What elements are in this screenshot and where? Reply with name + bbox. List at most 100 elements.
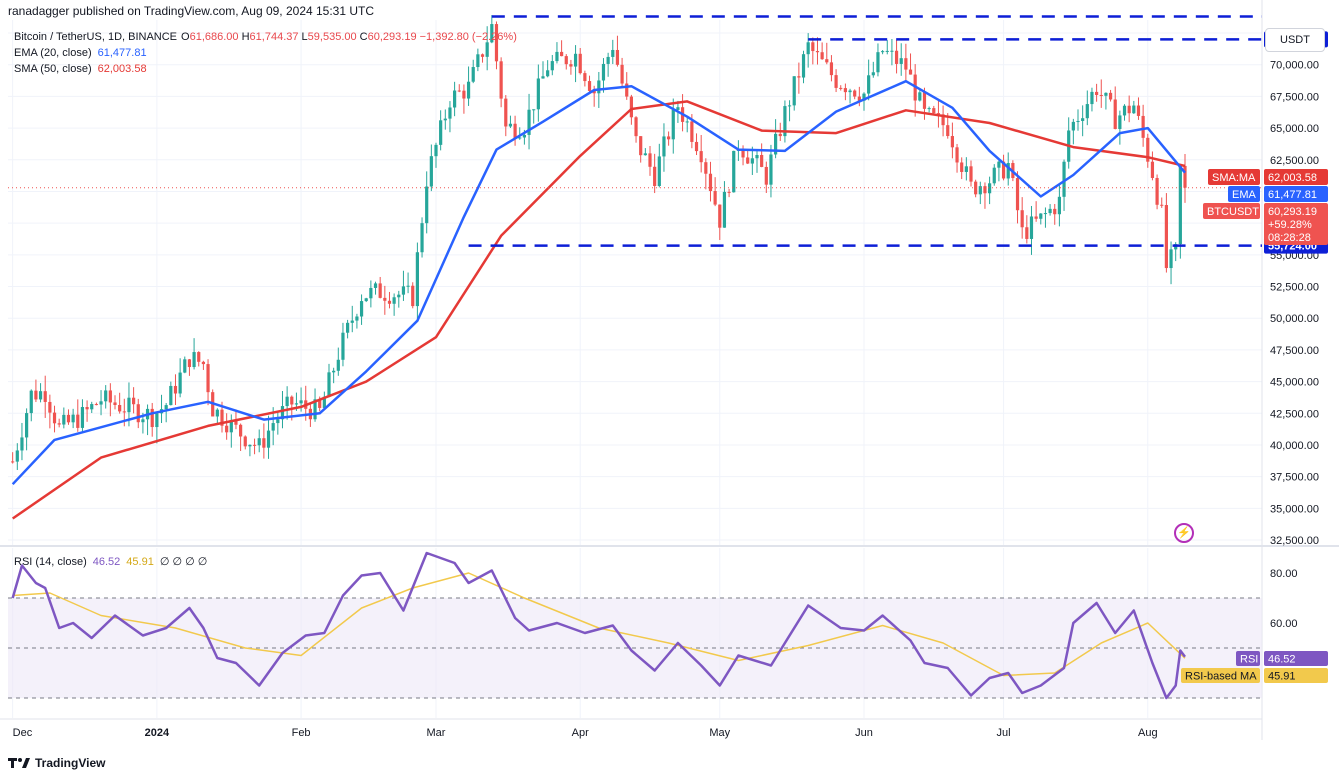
- candle-body: [732, 150, 736, 193]
- candle-body: [155, 413, 159, 428]
- rsi-value-badge-bg: [1264, 651, 1328, 666]
- candle-body: [369, 287, 373, 299]
- candle-body: [132, 397, 136, 405]
- sma-value-badge: 62,003.58: [1264, 169, 1328, 185]
- ema-legend: EMA (20, close) 61,477.81: [14, 47, 147, 59]
- candle-body: [462, 90, 466, 99]
- candle-body: [262, 438, 266, 448]
- candle-body: [881, 51, 885, 53]
- candle-body: [173, 385, 178, 394]
- candle-body: [1062, 161, 1066, 197]
- candle-body: [601, 63, 606, 81]
- tradingview-logo-icon: [8, 758, 30, 768]
- candle-body: [997, 161, 1001, 168]
- sma-value-badge-bg: [1264, 169, 1328, 185]
- lightning-icon[interactable]: ⚡: [1174, 523, 1194, 543]
- candle-body: [1006, 163, 1010, 179]
- candle-body: [443, 118, 447, 121]
- y-tick-label: 35,000.00: [1270, 503, 1319, 515]
- open-value: 61,686.00: [189, 31, 239, 43]
- candle-body: [206, 364, 210, 393]
- candle-body: [387, 300, 392, 304]
- candle-body: [25, 413, 29, 438]
- candle-body: [662, 136, 666, 157]
- symbol-badge-text: BTCUSDT: [1207, 206, 1259, 218]
- candle-body: [527, 109, 531, 135]
- candle-body: [1081, 118, 1085, 121]
- candle-body: [359, 301, 364, 317]
- candle-body: [266, 430, 271, 448]
- high-label: H: [241, 31, 250, 43]
- candle-body: [127, 397, 131, 413]
- currency-selector[interactable]: USDT: [1265, 28, 1325, 52]
- candle-body: [429, 156, 433, 187]
- low-label: L: [301, 31, 308, 43]
- candle-body: [220, 409, 224, 426]
- y-tick-label: 47,500.00: [1270, 345, 1319, 357]
- candle-body: [1057, 196, 1061, 215]
- symbol-badge-bg: [1203, 203, 1260, 219]
- open-label: O: [181, 31, 190, 43]
- symbol-badge: BTCUSDT: [1203, 203, 1260, 219]
- candle-body: [1085, 104, 1089, 119]
- candle-body: [741, 149, 745, 158]
- candle-body: [43, 391, 47, 402]
- candle-body: [350, 320, 354, 323]
- candle-body: [485, 42, 489, 57]
- candle-body: [113, 402, 117, 405]
- y-tick-label: 65,000.00: [1270, 123, 1319, 135]
- rsi-ma-value-badge-text: 45.91: [1268, 671, 1296, 683]
- candle-body: [704, 162, 708, 174]
- candle-body: [122, 411, 126, 413]
- candle-body: [760, 154, 764, 167]
- candle-body: [178, 372, 182, 394]
- candle-body: [611, 49, 615, 57]
- candle-body: [225, 425, 229, 433]
- candle-body: [457, 90, 461, 92]
- rsi-ma-value-badge: 45.91: [1264, 668, 1328, 683]
- y-tick-label: 67,500.00: [1270, 91, 1319, 103]
- candle-body: [318, 399, 322, 408]
- tradingview-logo[interactable]: TradingView: [8, 756, 105, 770]
- candle-body: [466, 81, 471, 99]
- candle-body: [755, 154, 759, 159]
- candle-body: [606, 56, 610, 64]
- sma-legend-value: 62,003.58: [97, 63, 147, 75]
- candle-body: [280, 406, 285, 420]
- x-tick-label: 2024: [145, 727, 170, 739]
- footer-text: TradingView: [35, 756, 106, 770]
- candle-body: [992, 167, 996, 184]
- candle-body: [508, 123, 513, 127]
- candle-body: [141, 419, 145, 423]
- rsi-name-badge-bg: [1236, 651, 1260, 666]
- candle-body: [378, 283, 382, 298]
- candle-body: [411, 285, 415, 307]
- candle-body: [71, 414, 75, 423]
- ema-value-badge-text: 61,477.81: [1268, 189, 1317, 201]
- candle-body: [1039, 213, 1043, 219]
- candle-body: [918, 92, 922, 101]
- candle-body: [811, 42, 815, 52]
- high-value: 61,744.37: [249, 31, 299, 43]
- candle-body: [197, 352, 201, 362]
- symbol-legend: Bitcoin / TetherUS, 1D, BINANCE O61,686.…: [14, 31, 517, 43]
- candle-body: [1104, 92, 1108, 96]
- rsi-name-badge: RSI: [1236, 651, 1260, 666]
- candle-body: [104, 390, 108, 402]
- candle-body: [294, 403, 299, 405]
- candle-body: [164, 405, 168, 410]
- candle-body: [1090, 91, 1094, 105]
- candle-body: [820, 52, 824, 60]
- candle-body: [620, 64, 624, 84]
- candle-body: [201, 361, 205, 365]
- candle-body: [583, 73, 587, 82]
- candle-body: [699, 151, 703, 163]
- candle-body: [555, 51, 559, 62]
- candle-body: [1076, 120, 1080, 122]
- candle-body: [1108, 92, 1113, 100]
- rsi-value-badge: 46.52: [1264, 651, 1328, 666]
- candle-body: [615, 49, 620, 65]
- candle-body: [825, 59, 829, 63]
- candle-body: [15, 450, 19, 462]
